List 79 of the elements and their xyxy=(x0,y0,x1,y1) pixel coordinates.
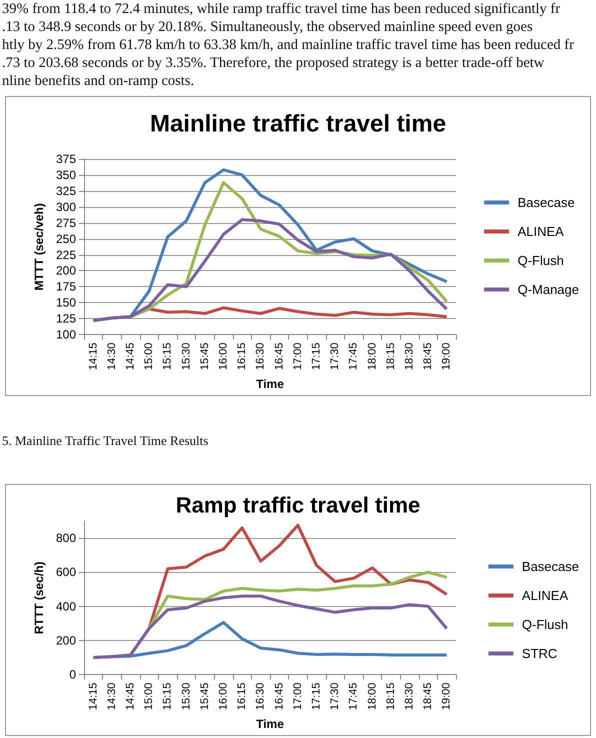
y-tick-label: 175 xyxy=(56,280,76,294)
y-tick-label: 600 xyxy=(56,565,76,580)
legend-label: Basecase xyxy=(518,195,575,210)
legend-label: ALINEA xyxy=(522,588,568,603)
x-tick-label: 19:00 xyxy=(440,682,453,710)
y-tick-label: 350 xyxy=(56,168,76,182)
x-tick-label: 18:00 xyxy=(366,342,378,370)
y-tick-label: 325 xyxy=(56,184,76,198)
y-tick-label: 0 xyxy=(69,668,76,682)
y-tick-label: 300 xyxy=(56,200,76,214)
text: 5. Mainline Traffic Travel Time Results xyxy=(2,433,208,449)
text: nline benefits and on-ramp costs. xyxy=(2,72,196,90)
y-axis-title: RTTT (sec/h) xyxy=(32,561,46,634)
x-tick-label: 15:15 xyxy=(162,682,174,710)
x-tick-label: 14:15 xyxy=(87,682,100,710)
y-tick-label: 200 xyxy=(56,633,76,648)
x-tick-label: 17:30 xyxy=(329,682,342,710)
y-tick-label: 250 xyxy=(56,232,76,246)
x-tick-label: 17:45 xyxy=(348,682,360,710)
legend-label: Q-Manage xyxy=(518,282,579,297)
y-tick-label: 150 xyxy=(56,296,76,310)
text: htly by 2.59% from 61.78 km/h to 63.38 km/h, and mainline traffic travel time has been reduced fr xyxy=(2,36,575,54)
text: .13 to 348.9 seconds or by 20.18%. Simultaneously, the observed mainline speed even goes xyxy=(2,18,534,36)
x-tick-label: 16:00 xyxy=(218,682,230,710)
y-tick-label: 800 xyxy=(56,531,76,546)
x-tick-label: 17:15 xyxy=(310,342,322,370)
x-tick-label: 18:15 xyxy=(384,342,397,370)
y-tick-label: 100 xyxy=(56,328,76,342)
x-axis-title: Time xyxy=(256,717,284,731)
x-tick-label: 15:00 xyxy=(143,682,156,710)
legend-label: Q-Flush xyxy=(518,253,564,268)
x-tick-label: 14:45 xyxy=(124,682,136,710)
line-series xyxy=(92,594,448,660)
legend-label: Basecase xyxy=(522,559,580,574)
y-tick-label: 200 xyxy=(56,264,76,278)
x-tick-label: 19:00 xyxy=(440,342,453,370)
x-tick-label: 18:30 xyxy=(404,342,416,370)
x-tick-label: 16:15 xyxy=(236,342,248,370)
x-tick-label: 16:30 xyxy=(254,682,267,710)
x-axis-title: Time xyxy=(256,377,284,391)
text: 39% from 118.4 to 72.4 minutes, while ramp traffic travel time has been reduced significantly fr xyxy=(2,0,562,18)
x-tick-label: 17:30 xyxy=(329,342,342,370)
x-tick-label: 18:30 xyxy=(404,682,416,710)
x-tick-label: 14:30 xyxy=(106,342,118,370)
x-tick-label: 17:00 xyxy=(292,682,304,710)
chart-title: Ramp traffic travel time xyxy=(176,492,420,518)
y-axis-title: MTTT (sec/veh) xyxy=(32,203,46,290)
legend-label: STRC xyxy=(522,646,558,661)
x-tick-label: 18:45 xyxy=(422,342,434,370)
x-tick-label: 14:15 xyxy=(87,342,100,370)
x-tick-label: 16:30 xyxy=(254,342,267,370)
x-tick-label: 15:30 xyxy=(180,342,192,370)
line-series xyxy=(92,218,448,322)
x-tick-label: 15:30 xyxy=(180,682,192,710)
x-tick-label: 17:45 xyxy=(348,342,360,370)
x-tick-label: 18:15 xyxy=(384,682,397,710)
x-tick-label: 15:15 xyxy=(162,342,174,370)
x-tick-label: 17:00 xyxy=(292,342,304,370)
y-tick-label: 275 xyxy=(56,216,76,230)
x-tick-label: 17:15 xyxy=(310,682,322,710)
x-tick-label: 15:45 xyxy=(198,342,211,370)
x-tick-label: 18:45 xyxy=(422,682,434,710)
x-tick-label: 16:15 xyxy=(236,682,248,710)
x-tick-label: 16:45 xyxy=(273,342,286,370)
x-tick-label: 16:00 xyxy=(218,342,230,370)
legend-label: Q-Flush xyxy=(522,617,568,632)
chart-title: Mainline traffic travel time xyxy=(150,110,446,138)
text: .73 to 203.68 seconds or by 3.35%. Therefore, the proposed strategy is a better trade-off betw xyxy=(2,54,546,72)
y-tick-label: 375 xyxy=(56,152,76,166)
y-tick-label: 225 xyxy=(56,248,76,262)
x-tick-label: 15:00 xyxy=(143,342,156,370)
y-tick-label: 400 xyxy=(56,599,76,614)
x-tick-label: 18:00 xyxy=(366,682,378,710)
legend-label: ALINEA xyxy=(518,224,564,239)
x-tick-label: 15:45 xyxy=(198,682,211,710)
x-tick-label: 14:45 xyxy=(124,342,136,370)
x-tick-label: 14:30 xyxy=(106,682,118,710)
y-tick-label: 125 xyxy=(56,312,76,326)
x-tick-label: 16:45 xyxy=(273,682,286,710)
